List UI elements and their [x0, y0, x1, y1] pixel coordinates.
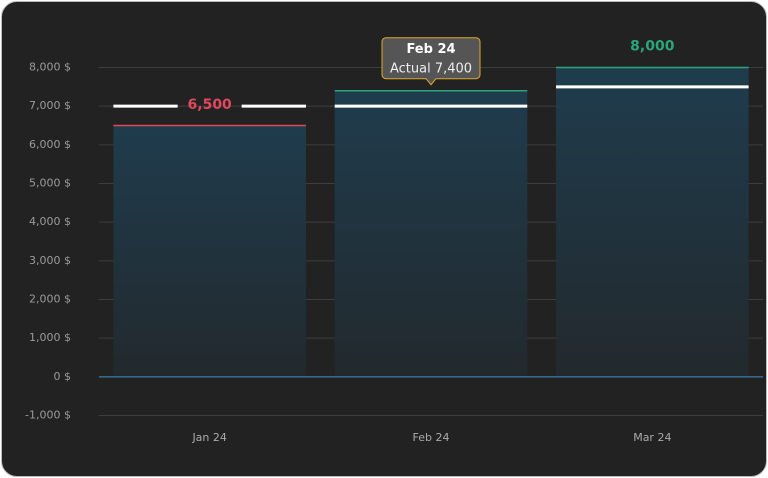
bar — [113, 125, 306, 377]
y-tick-label: 2,000 $ — [29, 293, 71, 306]
bar — [556, 67, 749, 377]
tooltip-box — [381, 37, 481, 86]
data-label: 8,000 — [630, 39, 675, 55]
y-tick-label: 5,000 $ — [29, 177, 71, 190]
tooltip-title: Feb 24 — [406, 42, 455, 57]
tooltip: Feb 24 Actual 7,400 — [381, 37, 481, 86]
y-tick-label: 1,000 $ — [29, 331, 71, 344]
y-tick-label: 3,000 $ — [29, 254, 71, 267]
bar — [334, 90, 528, 377]
y-tick-label: 4,000 $ — [29, 215, 71, 228]
data-label: 6,500 — [188, 97, 233, 113]
y-tick-label: -1,000 $ — [25, 409, 71, 422]
y-tick-label: 6,000 $ — [29, 138, 71, 151]
tooltip-number: 7,400 — [435, 61, 472, 76]
y-tick-label: 8,000 $ — [29, 61, 71, 74]
y-tick-label: 7,000 $ — [29, 99, 71, 112]
y-tick-label: 0 $ — [54, 370, 72, 383]
tooltip-value: Actual 7,400 — [390, 61, 472, 76]
x-tick-label: Mar 24 — [633, 431, 671, 444]
x-tick-label: Jan 24 — [191, 431, 226, 444]
x-tick-label: Feb 24 — [413, 431, 450, 444]
tooltip-label: Actual — [390, 61, 431, 76]
